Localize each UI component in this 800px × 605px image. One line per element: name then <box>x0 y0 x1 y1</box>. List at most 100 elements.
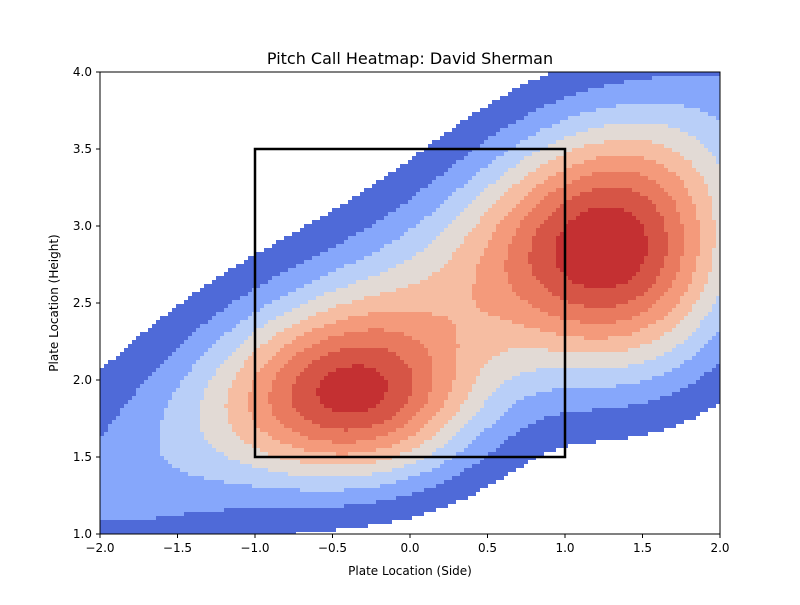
contour-cell <box>328 140 333 145</box>
contour-cell <box>408 180 413 185</box>
contour-cell <box>232 192 237 197</box>
contour-cell <box>392 136 397 141</box>
contour-cell <box>176 76 181 81</box>
contour-cell <box>380 108 385 113</box>
contour-cell <box>480 164 485 169</box>
contour-cell <box>460 100 465 105</box>
contour-cell <box>488 152 493 157</box>
contour-cell <box>464 172 469 177</box>
contour-cell <box>576 128 581 133</box>
contour-cell <box>652 112 657 117</box>
contour-cell <box>652 92 657 97</box>
contour-cell <box>592 152 597 157</box>
contour-cell <box>156 116 161 121</box>
contour-cell <box>108 88 113 93</box>
contour-cell <box>212 116 217 121</box>
contour-cell <box>500 108 505 113</box>
contour-cell <box>352 92 357 97</box>
contour-cell <box>324 140 329 145</box>
contour-cell <box>612 76 617 81</box>
contour-cell <box>320 184 325 189</box>
contour-cell <box>344 96 349 101</box>
contour-cell <box>692 92 697 97</box>
contour-cell <box>488 160 493 165</box>
contour-cell <box>552 76 557 81</box>
contour-cell <box>704 144 709 149</box>
contour-cell <box>280 116 285 121</box>
contour-cell <box>704 196 709 201</box>
contour-cell <box>668 196 673 201</box>
contour-cell <box>240 160 245 165</box>
contour-cell <box>440 192 445 197</box>
contour-cell <box>644 132 649 137</box>
contour-cell <box>460 132 465 137</box>
contour-cell <box>404 144 409 149</box>
contour-cell <box>460 176 465 181</box>
contour-cell <box>692 76 697 81</box>
contour-cell <box>456 132 461 137</box>
contour-cell <box>520 180 525 185</box>
contour-cell <box>288 120 293 125</box>
contour-cell <box>460 184 465 189</box>
contour-cell <box>708 124 713 129</box>
contour-cell <box>460 152 465 157</box>
contour-cell <box>672 176 677 181</box>
contour-cell <box>308 96 313 101</box>
contour-cell <box>572 160 577 165</box>
contour-cell <box>644 100 649 105</box>
contour-cell <box>628 128 633 133</box>
contour-cell <box>404 140 409 145</box>
contour-cell <box>272 92 277 97</box>
contour-cell <box>528 144 533 149</box>
contour-cell <box>452 132 457 137</box>
contour-cell <box>524 192 529 197</box>
contour-cell <box>332 116 337 121</box>
contour-cell <box>680 124 685 129</box>
contour-cell <box>256 108 261 113</box>
contour-cell <box>712 196 717 201</box>
contour-cell <box>296 168 301 173</box>
contour-cell <box>404 172 409 177</box>
contour-cell <box>576 140 581 145</box>
contour-cell <box>164 200 169 205</box>
contour-cell <box>676 132 681 137</box>
contour-cell <box>612 72 617 77</box>
contour-cell <box>512 108 517 113</box>
contour-cell <box>520 136 525 141</box>
contour-cell <box>236 172 241 177</box>
contour-cell <box>220 164 225 169</box>
contour-cell <box>676 128 681 133</box>
contour-cell <box>620 180 625 185</box>
contour-cell <box>436 84 441 89</box>
contour-cell <box>316 104 321 109</box>
contour-cell <box>592 164 597 169</box>
contour-cell <box>616 172 621 177</box>
contour-cell <box>196 76 201 81</box>
contour-cell <box>480 80 485 85</box>
contour-cell <box>596 144 601 149</box>
contour-cell <box>588 120 593 125</box>
contour-cell <box>240 80 245 85</box>
contour-cell <box>672 168 677 173</box>
contour-cell <box>292 156 297 161</box>
contour-cell <box>400 124 405 129</box>
contour-cell <box>504 128 509 133</box>
contour-cell <box>292 148 297 153</box>
contour-cell <box>664 172 669 177</box>
contour-cell <box>644 148 649 153</box>
contour-cell <box>624 112 629 117</box>
contour-cell <box>628 132 633 137</box>
contour-cell <box>480 112 485 117</box>
contour-cell <box>100 80 105 85</box>
contour-cell <box>468 148 473 153</box>
contour-cell <box>352 184 357 189</box>
contour-cell <box>324 148 329 153</box>
contour-cell <box>240 136 245 141</box>
contour-cell <box>300 100 305 105</box>
contour-cell <box>316 96 321 101</box>
contour-cell <box>656 180 661 185</box>
contour-cell <box>132 120 137 125</box>
contour-cell <box>104 116 109 121</box>
contour-cell <box>284 184 289 189</box>
contour-cell <box>624 176 629 181</box>
